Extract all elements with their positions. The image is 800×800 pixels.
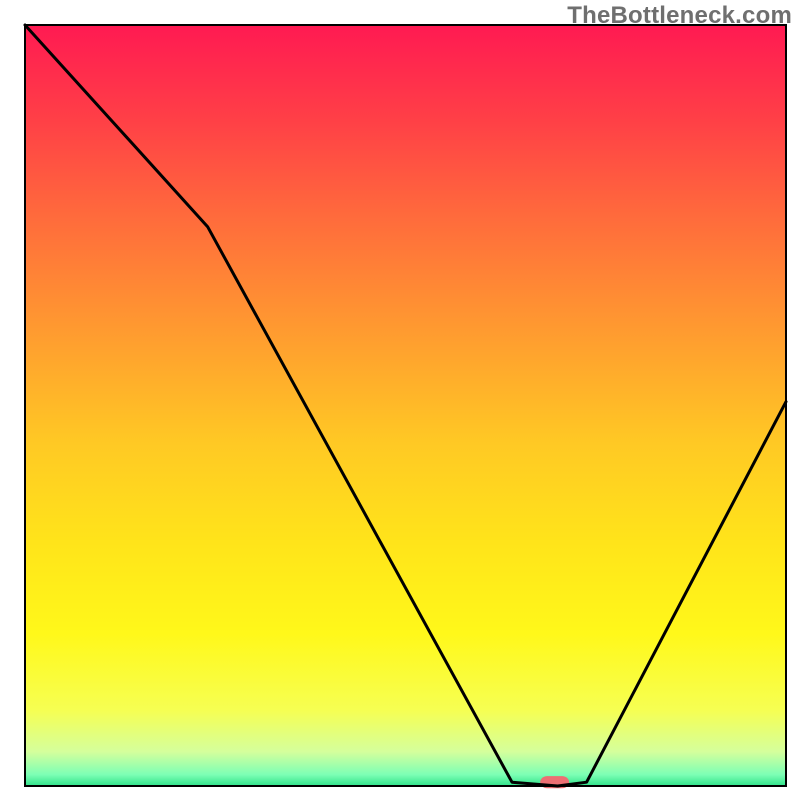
chart-svg <box>0 0 800 800</box>
watermark-label: TheBottleneck.com <box>567 2 792 30</box>
bottleneck-chart: TheBottleneck.com <box>0 0 800 800</box>
gradient-background <box>25 25 786 786</box>
